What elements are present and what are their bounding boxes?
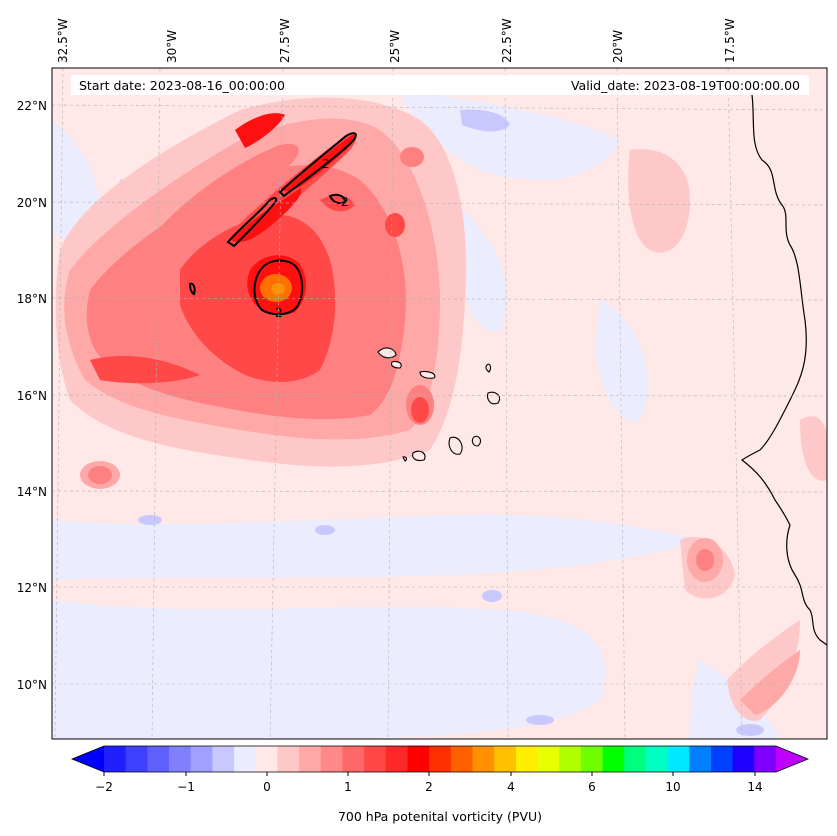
colorbar-tick-label: −2: [95, 780, 113, 794]
start-date-text: Start date: 2023-08-16_00:00:00: [79, 78, 285, 93]
lon-label: 25°W: [388, 30, 402, 63]
valid-date-text: Valid_date: 2023-08-19T00:00:00.00: [571, 78, 800, 93]
colorbar-cell: [234, 746, 257, 772]
colorbar-cell: [754, 746, 777, 772]
colorbar-tick-label: 2: [425, 780, 433, 794]
colorbar-tick-label: 6: [588, 780, 596, 794]
lat-label: 18°N: [17, 292, 47, 306]
lon-label: 20°W: [611, 30, 625, 63]
colorbar-cells: [104, 746, 777, 772]
colorbar-cell: [667, 746, 690, 772]
lon-label: 30°W: [165, 30, 179, 63]
colorbar-cell: [710, 746, 734, 772]
pv-core-orange: [260, 274, 292, 302]
colorbar-cell: [255, 746, 279, 772]
colorbar-tick-label: −1: [177, 780, 195, 794]
contour-label: 2: [322, 157, 330, 171]
colorbar-cell: [602, 746, 625, 772]
colorbar-cell: [212, 746, 235, 772]
colorbar-cell: [125, 746, 148, 772]
latitude-labels: 22°N 20°N 18°N 16°N 14°N 12°N 10°N: [17, 99, 47, 692]
contour-label: 2: [341, 195, 349, 209]
colorbar-tick-label: 0: [263, 780, 271, 794]
lon-label: 32.5°W: [56, 18, 70, 63]
graticule: [52, 68, 827, 739]
colorbar-cell: [494, 746, 517, 772]
colorbar-cell: [732, 746, 755, 772]
colorbar-cell: [559, 746, 582, 772]
colorbar: −2 −1 0 1 2 4 6 10 14 700 hPa potenital …: [70, 745, 810, 824]
colorbar-cell: [624, 746, 647, 772]
lat-label: 14°N: [17, 485, 47, 499]
lat-label: 20°N: [17, 196, 47, 210]
colorbar-tick-label: 4: [507, 780, 515, 794]
colorbar-cell: [407, 746, 430, 772]
map-panel: 2 2 2 Start date: 2023-08-16_00:00:00 Va…: [52, 68, 827, 739]
lon-label: 27.5°W: [278, 18, 292, 63]
colorbar-extend-high: [776, 746, 808, 772]
colorbar-cell: [385, 746, 409, 772]
colorbar-tick-label: 14: [747, 780, 762, 794]
lon-label: 17.5°W: [723, 18, 737, 63]
lat-label: 10°N: [17, 678, 47, 692]
colorbar-cell: [537, 746, 560, 772]
colorbar-cell: [342, 746, 365, 772]
colorbar-cell: [689, 746, 712, 772]
colorbar-tick-label: 1: [344, 780, 352, 794]
colorbar-cell: [645, 746, 669, 772]
colorbar-cell: [320, 746, 344, 772]
colorbar-tick-labels: −2 −1 0 1 2 4 6 10 14: [95, 780, 762, 794]
lat-label: 12°N: [17, 581, 47, 595]
pv-2-contours: [188, 132, 357, 316]
map-frame: [51, 67, 828, 740]
colorbar-ticks: [103, 772, 756, 776]
lat-label: 16°N: [17, 389, 47, 403]
colorbar-cell: [299, 746, 322, 772]
lat-label: 22°N: [17, 99, 47, 113]
colorbar-cell: [364, 746, 387, 772]
colorbar-cell: [472, 746, 495, 772]
colorbar-cell: [429, 746, 452, 772]
colorbar-cell: [169, 746, 192, 772]
colorbar-cell: [515, 746, 539, 772]
colorbar-cell: [450, 746, 474, 772]
colorbar-tick-label: 10: [665, 780, 680, 794]
colorbar-cell: [190, 746, 213, 772]
lon-label: 22.5°W: [500, 18, 514, 63]
colorbar-extend-low: [72, 746, 104, 772]
contour-label: 2: [275, 306, 283, 320]
colorbar-cell: [104, 746, 127, 772]
colorbar-cell: [147, 746, 170, 772]
cape-verde-islands: [377, 347, 501, 462]
colorbar-cell: [580, 746, 604, 772]
contour-labels: 2 2 2: [275, 157, 349, 320]
colorbar-label: 700 hPa potenital vorticity (PVU): [338, 809, 542, 824]
coastline: [740, 94, 827, 646]
colorbar-cell: [277, 746, 300, 772]
longitude-labels: 32.5°W 30°W 27.5°W 25°W 22.5°W 20°W 17.5…: [56, 18, 737, 63]
header-box: [71, 75, 809, 95]
